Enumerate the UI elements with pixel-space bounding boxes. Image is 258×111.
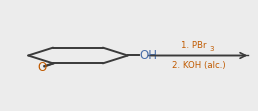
Text: 2. KOH (alc.): 2. KOH (alc.) [172, 61, 226, 70]
Text: OH: OH [139, 49, 157, 62]
Text: 1. PBr: 1. PBr [181, 41, 207, 50]
Text: 3: 3 [209, 46, 214, 52]
Text: O: O [37, 61, 47, 74]
